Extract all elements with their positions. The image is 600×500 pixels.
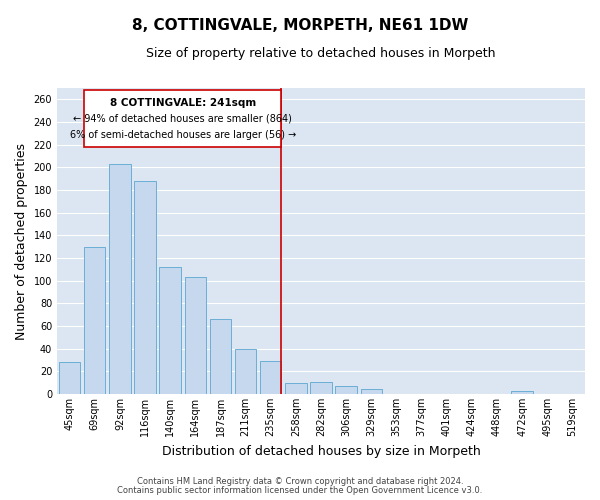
Bar: [185, 278, 206, 394]
Bar: [59, 362, 80, 394]
Bar: [310, 382, 332, 394]
Bar: [210, 319, 231, 394]
Bar: [260, 361, 281, 394]
X-axis label: Distribution of detached houses by size in Morpeth: Distribution of detached houses by size …: [161, 444, 481, 458]
Bar: [235, 348, 256, 394]
FancyBboxPatch shape: [84, 90, 281, 147]
Text: 8 COTTINGVALE: 241sqm: 8 COTTINGVALE: 241sqm: [110, 98, 256, 108]
Bar: [511, 390, 533, 394]
Title: Size of property relative to detached houses in Morpeth: Size of property relative to detached ho…: [146, 48, 496, 60]
Bar: [134, 181, 156, 394]
Bar: [285, 382, 307, 394]
Bar: [361, 390, 382, 394]
Bar: [109, 164, 131, 394]
Text: ← 94% of detached houses are smaller (864): ← 94% of detached houses are smaller (86…: [73, 114, 292, 124]
Text: Contains public sector information licensed under the Open Government Licence v3: Contains public sector information licen…: [118, 486, 482, 495]
Text: 6% of semi-detached houses are larger (56) →: 6% of semi-detached houses are larger (5…: [70, 130, 296, 140]
Text: Contains HM Land Registry data © Crown copyright and database right 2024.: Contains HM Land Registry data © Crown c…: [137, 477, 463, 486]
Bar: [84, 246, 106, 394]
Text: 8, COTTINGVALE, MORPETH, NE61 1DW: 8, COTTINGVALE, MORPETH, NE61 1DW: [132, 18, 468, 32]
Bar: [160, 267, 181, 394]
Bar: [335, 386, 357, 394]
Y-axis label: Number of detached properties: Number of detached properties: [15, 142, 28, 340]
